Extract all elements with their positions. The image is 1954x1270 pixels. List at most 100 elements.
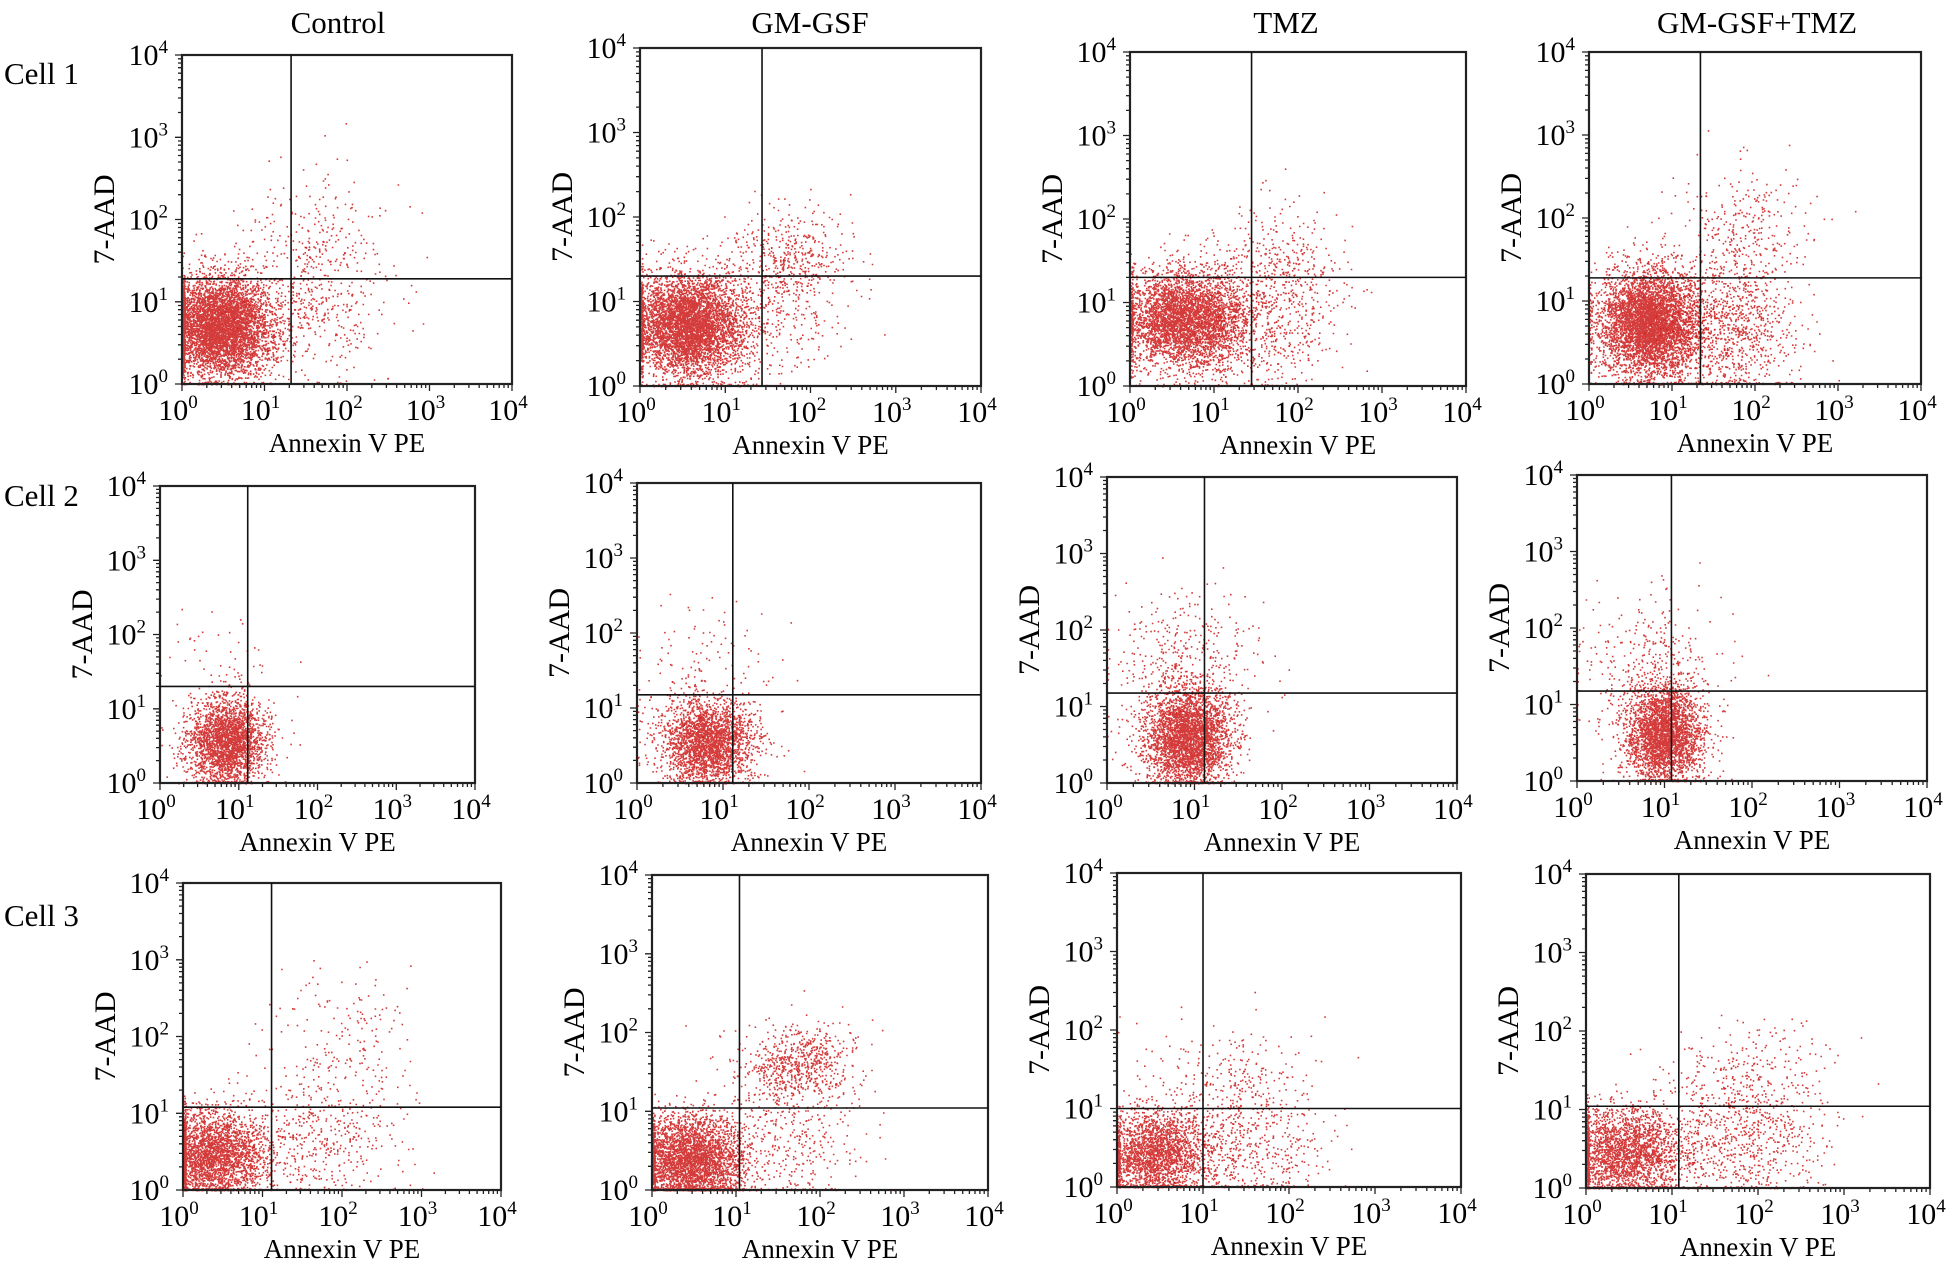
x-tick-label: 101: [702, 394, 742, 429]
x-tick-label: 103: [872, 394, 912, 429]
y-axis-label: 7-AAD: [1036, 174, 1069, 264]
x-tick-label: 100: [158, 392, 198, 427]
y-tick-label: 102: [1536, 200, 1576, 235]
scatter-points: [183, 960, 435, 1192]
x-tick-label: 103: [1820, 1196, 1860, 1231]
x-tick-label: 104: [1906, 1196, 1946, 1231]
x-tick-label: 101: [1648, 392, 1688, 427]
y-tick-label: 103: [599, 936, 639, 971]
x-tick-label: 100: [613, 791, 653, 826]
x-axis-label: Annexin V PE: [742, 1234, 899, 1264]
y-tick-label: 104: [1054, 459, 1094, 494]
data-point-group: [1595, 653, 1737, 783]
point-cluster-2: [702, 188, 874, 334]
x-tick-label: 103: [1358, 394, 1398, 429]
y-tick-label: 103: [587, 115, 627, 150]
scatter-points: [1586, 1014, 1880, 1190]
y-tick-label: 104: [1536, 34, 1576, 69]
x-axis-label: Annexin V PE: [1220, 430, 1377, 460]
y-tick-label: 104: [1077, 34, 1117, 69]
x-tick-label: 100: [1083, 791, 1123, 826]
row-label-cell-1: Cell 1: [4, 56, 79, 91]
data-point-group: [637, 669, 806, 785]
y-tick-label: 101: [1077, 285, 1117, 320]
point-cluster-1: [1107, 664, 1252, 785]
x-axis-label: Annexin V PE: [1211, 1231, 1368, 1261]
axis-ticks: [1579, 873, 1931, 1195]
data-point-group: [685, 990, 884, 1123]
x-tick-label: 100: [1106, 394, 1146, 429]
data-point-group: [1589, 226, 1744, 386]
x-tick-label: 100: [1565, 392, 1605, 427]
y-tick-label: 102: [587, 199, 627, 234]
x-tick-label: 103: [871, 791, 911, 826]
y-tick-label: 101: [1054, 689, 1094, 724]
y-axis-label: 7-AAD: [543, 588, 576, 678]
x-tick-label: 101: [1641, 789, 1681, 824]
point-cluster-1: [183, 1082, 301, 1192]
y-tick-label: 101: [599, 1093, 639, 1128]
x-tick-label: 104: [451, 791, 491, 826]
x-tick-label: 104: [1903, 789, 1943, 824]
scatter-points: [1130, 168, 1373, 388]
x-tick-label: 102: [1731, 392, 1771, 427]
axis-ticks: [176, 882, 502, 1197]
x-tick-label: 101: [699, 791, 739, 826]
y-tick-label: 101: [1536, 283, 1576, 318]
y-tick-label: 102: [1077, 201, 1117, 236]
y-tick-label: 100: [1054, 765, 1094, 800]
x-tick-label: 103: [398, 1198, 438, 1233]
column-title-gm-gsf: GM-GSF: [751, 5, 868, 40]
row-label-cell-2: Cell 2: [4, 478, 79, 513]
x-tick-label: 103: [880, 1198, 920, 1233]
y-tick-label: 103: [1077, 118, 1117, 153]
point-cluster-1: [161, 666, 301, 785]
x-tick-label: 100: [159, 1198, 199, 1233]
y-tick-label: 101: [107, 691, 147, 726]
x-tick-label: 100: [1093, 1195, 1133, 1230]
x-tick-label: 101: [239, 1198, 279, 1233]
x-tick-label: 101: [1179, 1195, 1219, 1230]
x-tick-label: 101: [712, 1198, 752, 1233]
scatter-points: [1117, 991, 1360, 1189]
x-tick-label: 104: [1433, 791, 1473, 826]
axis-ticks: [630, 482, 982, 790]
y-tick-label: 103: [1536, 117, 1576, 152]
y-tick-label: 102: [130, 1019, 170, 1054]
point-cluster-1: [1586, 1077, 1726, 1190]
y-tick-label: 101: [129, 284, 169, 319]
x-tick-label: 102: [1728, 789, 1768, 824]
y-tick-label: 101: [1524, 687, 1564, 722]
x-tick-label: 102: [1265, 1195, 1305, 1230]
x-axis-label: Annexin V PE: [269, 428, 426, 458]
y-axis-label: 7-AAD: [1495, 173, 1528, 263]
x-axis-label: Annexin V PE: [1677, 428, 1834, 458]
data-point-group: [1181, 230, 1368, 388]
data-point-group: [254, 960, 417, 1140]
y-tick-label: 100: [1064, 1169, 1104, 1204]
y-tick-label: 100: [129, 366, 169, 401]
y-tick-label: 104: [599, 857, 639, 892]
x-tick-label: 102: [294, 791, 334, 826]
y-axis-label: 7-AAD: [558, 988, 591, 1078]
y-tick-label: 103: [107, 542, 147, 577]
y-tick-label: 103: [130, 942, 170, 977]
scatter-points: [1577, 562, 1770, 783]
data-point-group: [184, 1022, 435, 1192]
y-tick-label: 100: [1077, 368, 1117, 403]
x-tick-label: 104: [1442, 394, 1482, 429]
column-title-gm-gsf-tmz: GM-GSF+TMZ: [1657, 5, 1857, 40]
x-tick-label: 100: [1562, 1196, 1602, 1231]
point-cluster-1: [182, 229, 312, 386]
y-tick-label: 100: [130, 1172, 170, 1207]
point-cluster-1: [1589, 226, 1744, 386]
x-tick-label: 102: [1274, 394, 1314, 429]
axis-ticks: [633, 47, 982, 393]
x-axis-label: Annexin V PE: [264, 1234, 421, 1264]
y-axis-label: 7-AAD: [66, 590, 99, 680]
